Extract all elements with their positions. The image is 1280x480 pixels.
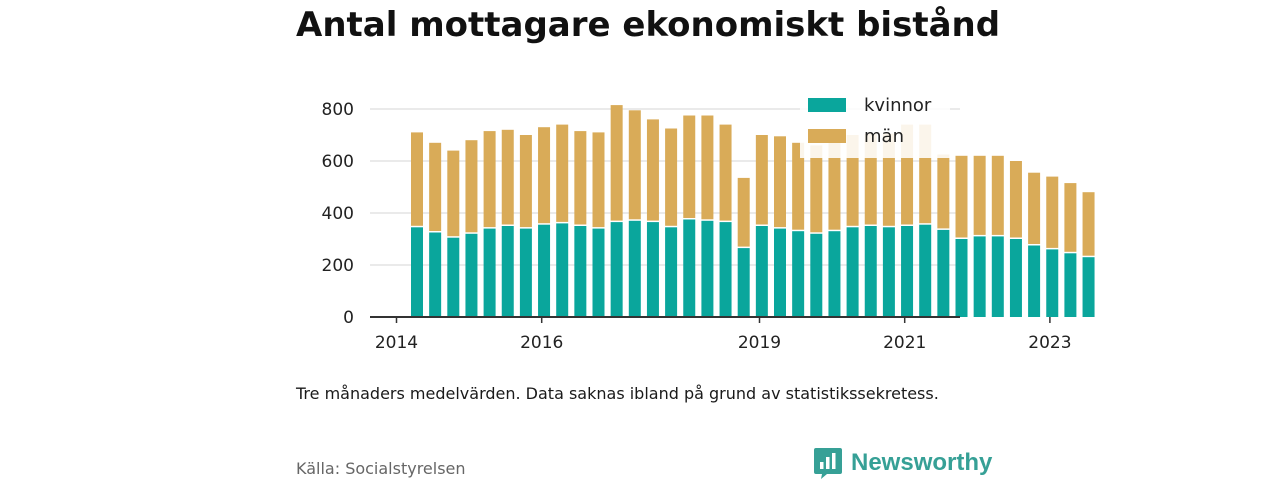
brand-logo[interactable]: Newsworthy [813, 447, 992, 479]
chart-note: Tre månaders medelvärden. Data saknas ib… [296, 384, 939, 403]
bar-kvinnor-17 [719, 222, 732, 317]
y-tick-label-400: 400 [322, 204, 354, 224]
bar-kvinnor-22 [810, 233, 823, 317]
bar-man-6 [519, 135, 532, 228]
bar-man-16 [701, 115, 714, 220]
bar-kvinnor-6 [519, 228, 532, 317]
axes: 0 200 400 600 800 2014 2016 2019 2021 2023 [322, 100, 1072, 353]
bar-kvinnor-23 [828, 231, 841, 317]
bar-man-7 [538, 127, 551, 224]
bar-kvinnor-11 [610, 222, 623, 317]
bar-man-14 [665, 128, 678, 226]
bar-kvinnor-30 [955, 239, 968, 317]
legend-swatch-kvinnor [808, 98, 846, 112]
legend-label-män: män [864, 126, 904, 147]
bar-kvinnor-33 [1009, 239, 1022, 317]
bar-kvinnor-31 [973, 236, 986, 317]
bar-man-36 [1064, 183, 1077, 252]
bar-man-4 [483, 131, 496, 228]
bar-kvinnor-4 [483, 228, 496, 317]
bar-kvinnor-5 [501, 226, 514, 317]
bar-kvinnor-32 [991, 236, 1004, 317]
bar-man-30 [955, 155, 968, 238]
bar-man-37 [1082, 192, 1095, 256]
bar-man-33 [1009, 161, 1022, 238]
bar-kvinnor-1 [429, 232, 442, 317]
bar-man-34 [1028, 172, 1041, 244]
bar-kvinnor-9 [574, 226, 587, 317]
bar-man-18 [737, 177, 750, 247]
bar-kvinnor-18 [737, 248, 750, 317]
x-tick-label-2023: 2023 [1028, 333, 1071, 353]
bar-man-29 [937, 154, 950, 229]
bar-man-8 [556, 124, 569, 222]
bar-kvinnor-26 [882, 227, 895, 317]
bar-man-23 [828, 141, 841, 230]
newsworthy-logo-icon [814, 448, 842, 479]
bar-kvinnor-16 [701, 220, 714, 317]
bar-man-22 [810, 145, 823, 233]
bar-kvinnor-12 [628, 220, 641, 317]
bar-kvinnor-0 [411, 227, 423, 317]
bar-kvinnor-34 [1028, 245, 1041, 317]
bar-man-5 [501, 129, 514, 225]
bar-kvinnor-3 [465, 233, 478, 317]
legend-swatch-män [808, 129, 846, 143]
bar-man-35 [1046, 176, 1059, 248]
bar-man-31 [973, 155, 986, 235]
bar-kvinnor-8 [556, 223, 569, 317]
x-tick-label-2019: 2019 [738, 333, 781, 353]
chart-title: Antal mottagare ekonomiskt bistånd [296, 5, 1001, 45]
bar-man-19 [755, 135, 768, 225]
bar-kvinnor-7 [538, 224, 551, 317]
bar-man-11 [610, 105, 623, 221]
bar-kvinnor-25 [864, 226, 877, 317]
bar-man-1 [429, 142, 442, 231]
bar-kvinnor-24 [846, 227, 859, 317]
bar-series [411, 105, 1095, 317]
bar-kvinnor-15 [683, 219, 696, 317]
y-tick-label-200: 200 [322, 256, 354, 276]
bar-man-17 [719, 124, 732, 221]
legend-label-kvinnor: kvinnor [864, 95, 932, 116]
bar-kvinnor-2 [447, 237, 460, 317]
bar-kvinnor-35 [1046, 249, 1059, 317]
bar-kvinnor-19 [755, 226, 768, 317]
bar-kvinnor-29 [937, 229, 950, 317]
bar-man-21 [792, 142, 805, 230]
bar-man-10 [592, 132, 605, 228]
y-tick-label-0: 0 [343, 308, 354, 328]
bar-man-15 [683, 115, 696, 218]
bar-man-9 [574, 131, 587, 225]
bar-kvinnor-20 [774, 228, 786, 317]
bar-kvinnor-13 [646, 222, 659, 317]
brand-name: Newsworthy [851, 449, 993, 476]
bar-man-3 [465, 140, 478, 233]
bar-man-12 [628, 110, 641, 220]
x-tick-label-2014: 2014 [375, 333, 418, 353]
bar-man-32 [991, 155, 1004, 235]
legend: kvinnor män [800, 90, 950, 158]
bar-man-0 [411, 132, 423, 226]
x-tick-label-2021: 2021 [883, 333, 926, 353]
bar-kvinnor-37 [1082, 257, 1095, 317]
bar-man-2 [447, 150, 460, 237]
source-text: Källa: Socialstyrelsen [296, 459, 466, 478]
x-tick-label-2016: 2016 [520, 333, 563, 353]
bar-kvinnor-28 [919, 224, 932, 317]
y-tick-label-600: 600 [322, 152, 354, 172]
bar-kvinnor-27 [901, 226, 914, 317]
bar-kvinnor-14 [665, 227, 678, 317]
bar-kvinnor-10 [592, 228, 605, 317]
bar-kvinnor-21 [792, 231, 805, 317]
bar-man-13 [646, 119, 659, 221]
bar-man-20 [774, 136, 786, 228]
bar-kvinnor-36 [1064, 253, 1077, 317]
y-tick-label-800: 800 [322, 100, 354, 120]
